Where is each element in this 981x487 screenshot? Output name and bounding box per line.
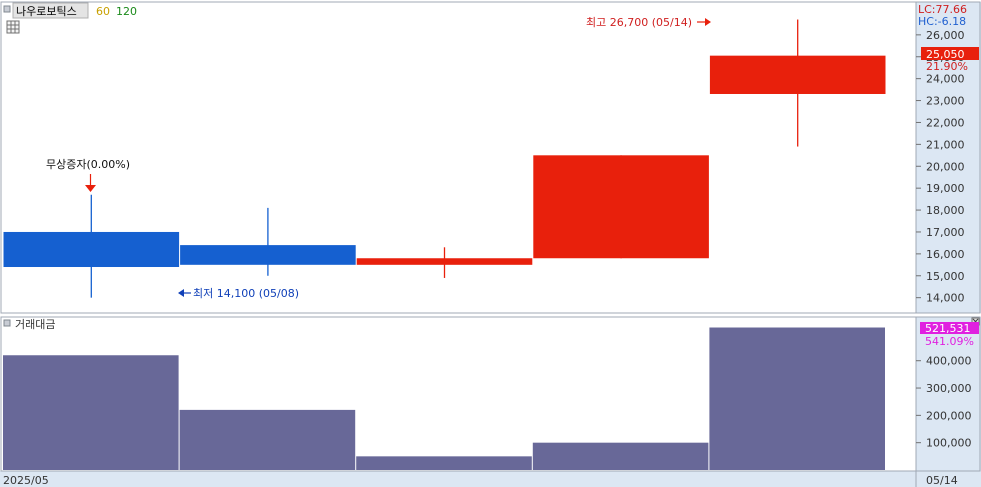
candle-body: [180, 245, 356, 265]
candle-body: [709, 55, 886, 94]
volume-bars: [3, 327, 885, 470]
ma60-label[interactable]: 60: [96, 5, 110, 18]
ma120-label[interactable]: 120: [116, 5, 137, 18]
high-arrow-icon: [705, 18, 711, 26]
candle-body: [3, 231, 180, 268]
price-tick-label: 24,000: [926, 73, 965, 86]
last-price-badge: [921, 47, 979, 60]
price-candles: [3, 19, 886, 298]
volume-bar: [709, 327, 885, 470]
price-tick-label: 14,000: [926, 292, 965, 305]
volume-axis: 100,000 200,000 300,000 400,000: [916, 355, 972, 450]
volume-bar: [179, 409, 356, 470]
hc-label: HC:-6.18: [918, 15, 966, 28]
price-tick-label: 19,000: [926, 182, 965, 195]
volume-axis-bg: [916, 317, 981, 471]
volume-last-label: 521,531: [925, 322, 971, 335]
panel-menu-icon[interactable]: [3, 5, 11, 13]
volume-tick-label: 200,000: [926, 409, 972, 422]
price-tick-label: 20,000: [926, 160, 965, 173]
stock-name-box[interactable]: [12, 2, 89, 19]
price-tick-label: 22,000: [926, 116, 965, 129]
volume-bar: [532, 442, 709, 470]
lc-label: LC:77.66: [918, 3, 967, 16]
candle-body: [356, 258, 533, 265]
volume-panel-frame: [0, 316, 981, 472]
price-tick-label: 16,000: [926, 248, 965, 261]
low-arrow-icon: [178, 289, 184, 297]
last-change-label: 21.90%: [926, 60, 968, 73]
event-arrow-icon: [85, 185, 96, 192]
price-tick-label: 17,000: [926, 226, 965, 239]
price-tick-label: 23,000: [926, 95, 965, 108]
candle-body: [533, 155, 709, 259]
volume-tick-label: 400,000: [926, 355, 972, 368]
volume-tick-label: 100,000: [926, 437, 972, 450]
grid-settings-icon[interactable]: [6, 20, 20, 34]
price-tick-label: 15,000: [926, 270, 965, 283]
volume-tick-label: 300,000: [926, 382, 972, 395]
date-axis-left-label: 2025/05: [3, 474, 49, 487]
volume-title: 거래대금: [15, 318, 55, 331]
volume-last-badge: [920, 322, 979, 334]
price-panel-frame: [0, 1, 981, 314]
price-tick-label: 21,000: [926, 138, 965, 151]
price-tick-label: 18,000: [926, 204, 965, 217]
price-axis: 14,000 15,000 16,000 17,000 18,000 19,000 20,0…: [916, 29, 965, 305]
volume-bar: [3, 355, 179, 470]
volume-change-label: 541.09%: [925, 335, 974, 348]
high-label: 최고 26,700 (05/14): [586, 16, 692, 29]
date-axis-bg: [0, 471, 981, 487]
date-axis-right-label: 05/14: [926, 474, 958, 487]
volume-bar: [356, 456, 532, 470]
low-label: 최저 14,100 (05/08): [193, 287, 299, 300]
event-label: 무상증자(0.00%): [46, 158, 130, 171]
last-price-label: 25,050: [926, 48, 965, 61]
volume-menu-icon[interactable]: [3, 319, 11, 327]
stock-name: 나우로보틱스: [16, 5, 77, 18]
price-tick-label: 26,000: [926, 29, 965, 42]
